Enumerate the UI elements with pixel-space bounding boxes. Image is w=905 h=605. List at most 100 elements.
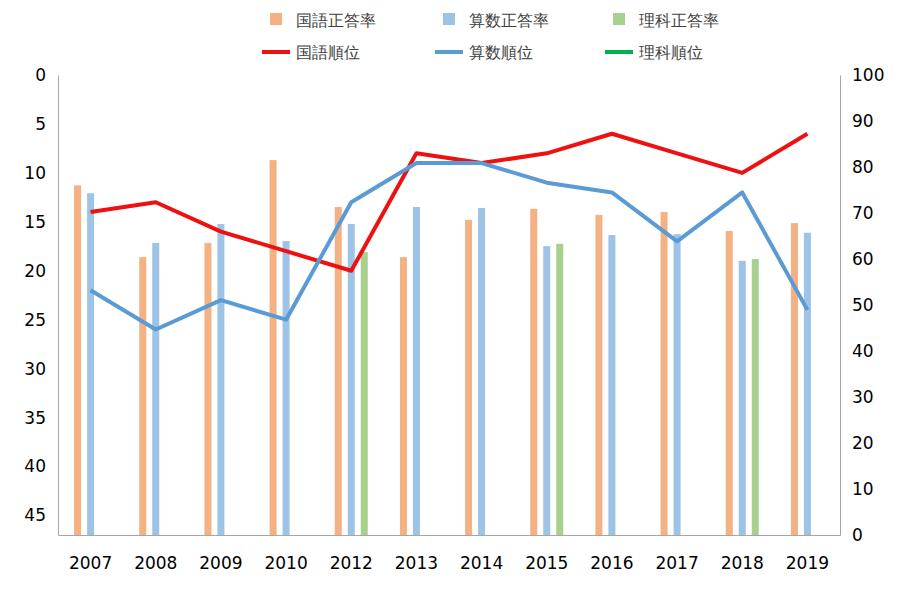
legend: 国語正答率 算数正答率 理科正答率国語順位 算数順位 理科順位	[262, 11, 719, 62]
legend-swatch	[435, 50, 463, 54]
tick: 2016	[590, 535, 633, 573]
bar	[739, 261, 746, 535]
tick: 2019	[786, 535, 829, 573]
tick: 70	[840, 203, 874, 223]
tick: 2007	[69, 535, 112, 573]
tick-label: 70	[852, 203, 874, 223]
tick: 45	[24, 505, 58, 525]
tick-label: 100	[852, 65, 884, 85]
tick: 2012	[330, 535, 373, 573]
tick: 40	[24, 456, 58, 476]
tick-label: 40	[852, 341, 874, 361]
tick: 30	[840, 387, 874, 407]
tick: 2017	[655, 535, 698, 573]
legend-item: 国語正答率	[270, 11, 376, 30]
tick-label: 2010	[264, 553, 307, 573]
line	[91, 163, 808, 329]
bar	[804, 233, 811, 535]
tick-label: 20	[24, 261, 46, 281]
tick-label: 2009	[199, 553, 242, 573]
chart: 0 5 10 15 20 25 30 35 40 45 0 10 20 30 40 50 60 70 80 90 100…	[0, 0, 905, 605]
legend-label: 理科順位	[639, 43, 703, 62]
tick: 50	[840, 295, 874, 315]
tick-label: 20	[852, 433, 874, 453]
bar	[726, 231, 733, 535]
bar	[139, 257, 146, 535]
legend-swatch	[605, 50, 633, 54]
axis-line	[840, 76, 841, 536]
tick: 100	[840, 65, 884, 85]
tick-label: 2012	[330, 553, 373, 573]
tick-label: 35	[24, 407, 46, 427]
legend-swatch	[262, 50, 290, 54]
legend-item: 国語順位	[262, 43, 360, 62]
tick-label: 60	[852, 249, 874, 269]
tick: 5	[35, 114, 58, 134]
x-axis: 2007 2008 2009 2010 2012 2013 2014 2015 2016 2017…	[59, 535, 841, 573]
bar	[752, 259, 759, 535]
legend-item: 算数正答率	[443, 11, 549, 30]
axis-line	[59, 535, 841, 536]
y2-axis: 0 10 20 30 40 50 60 70 80 90 100	[840, 65, 884, 545]
tick: 60	[840, 249, 874, 269]
bar	[595, 215, 602, 535]
tick: 15	[24, 212, 58, 232]
tick: 2013	[395, 535, 438, 573]
tick-label: 40	[24, 456, 46, 476]
bar	[270, 160, 277, 535]
bar	[152, 243, 159, 535]
legend-label: 国語正答率	[296, 11, 376, 30]
legend-item: 算数順位	[435, 43, 533, 62]
legend-item: 理科順位	[605, 43, 703, 62]
legend-item: 理科正答率	[613, 11, 719, 30]
tick: 0	[35, 65, 58, 85]
tick-label: 2015	[525, 553, 568, 573]
bar	[791, 223, 798, 535]
bar	[465, 220, 472, 535]
tick: 2015	[525, 535, 568, 573]
bar	[556, 244, 563, 535]
tick-label: 10	[852, 479, 874, 499]
bar	[530, 209, 537, 535]
plot-area	[74, 134, 811, 535]
tick-label: 30	[852, 387, 874, 407]
tick-label: 25	[24, 310, 46, 330]
bar	[413, 207, 420, 535]
tick-label: 45	[24, 505, 46, 525]
tick-label: 2018	[721, 553, 764, 573]
tick: 2009	[199, 535, 242, 573]
bar	[74, 185, 81, 535]
tick: 90	[840, 111, 874, 131]
tick: 2018	[721, 535, 764, 573]
bar	[400, 257, 407, 535]
tick-label: 30	[24, 359, 46, 379]
tick-label: 0	[852, 525, 863, 545]
tick: 20	[24, 261, 58, 281]
tick: 25	[24, 310, 58, 330]
tick: 0	[840, 525, 863, 545]
legend-swatch	[613, 13, 625, 25]
tick: 20	[840, 433, 874, 453]
tick: 80	[840, 157, 874, 177]
tick-label: 80	[852, 157, 874, 177]
legend-label: 算数順位	[469, 43, 533, 62]
tick: 30	[24, 359, 58, 379]
y-axis: 051015202530354045	[24, 65, 58, 536]
bar	[608, 235, 615, 535]
tick: 40	[840, 341, 874, 361]
bar	[543, 246, 550, 535]
legend-swatch	[270, 13, 282, 25]
tick-label: 2014	[460, 553, 503, 573]
tick: 2010	[264, 535, 307, 573]
tick-label: 15	[24, 212, 46, 232]
tick: 2014	[460, 535, 503, 573]
bar	[204, 243, 211, 535]
tick-label: 2017	[655, 553, 698, 573]
tick: 35	[24, 407, 58, 427]
bar	[283, 241, 290, 535]
legend-label: 算数正答率	[469, 11, 549, 30]
bar	[674, 234, 681, 535]
bar	[87, 193, 94, 535]
tick: 2008	[134, 535, 177, 573]
bar	[478, 208, 485, 535]
